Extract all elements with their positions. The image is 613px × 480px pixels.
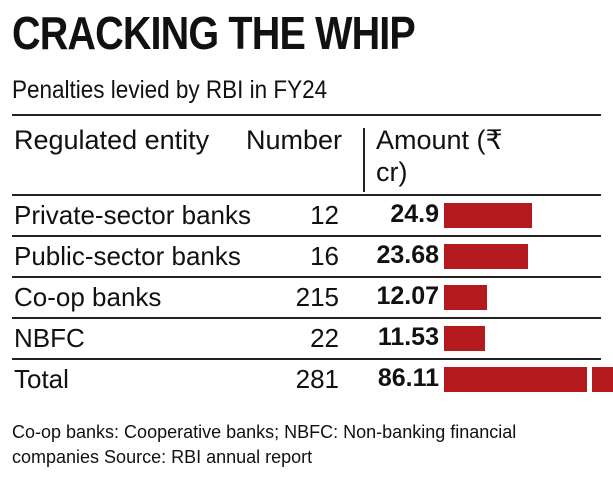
amount-bar xyxy=(444,203,533,228)
penalty-count: 281 xyxy=(295,364,339,394)
amount-label: 23.68 xyxy=(376,241,439,269)
amount-bar-overflow xyxy=(592,367,613,392)
amount-bar xyxy=(444,244,529,269)
penalty-count: 215 xyxy=(295,282,339,312)
entity-label: Public-sector banks xyxy=(14,241,241,271)
header-entity: Regulated entity xyxy=(14,125,210,155)
row-separator xyxy=(12,276,601,278)
row-separator xyxy=(12,317,601,319)
footnote: Co-op banks: Cooperative banks; NBFC: No… xyxy=(12,422,517,467)
amount-bar xyxy=(444,326,485,351)
amount-label: 11.53 xyxy=(377,323,439,351)
entity-label: Co-op banks xyxy=(14,282,162,312)
entity-label: NBFC xyxy=(14,323,85,353)
table-row: Co-op banks 215 12.07 xyxy=(12,276,601,316)
row-separator xyxy=(12,235,601,237)
row-separator xyxy=(12,194,601,196)
header-number: Number xyxy=(246,125,343,155)
amount-label: 24.9 xyxy=(390,200,439,228)
penalty-count: 16 xyxy=(310,241,339,271)
amount-bar xyxy=(444,285,487,310)
chart-title: CRACKING THE WHIP xyxy=(12,7,416,59)
row-separator xyxy=(12,358,601,360)
table-row: Public-sector banks 16 23.68 xyxy=(12,235,601,275)
entity-label: Total xyxy=(14,364,69,394)
chart-subtitle: Penalties levied by RBI in FY24 xyxy=(12,76,328,104)
header-rule xyxy=(12,114,601,116)
table-row: Total 281 86.11 xyxy=(12,358,613,398)
header-divider xyxy=(363,128,365,192)
table-row: NBFC 22 11.53 xyxy=(12,317,601,357)
penalty-count: 22 xyxy=(310,323,339,353)
amount-label: 86.11 xyxy=(377,364,439,392)
amount-label: 12.07 xyxy=(376,282,439,310)
table-row: Private-sector banks 12 24.9 xyxy=(12,194,601,234)
entity-label: Private-sector banks xyxy=(14,200,251,230)
amount-bar xyxy=(444,367,587,392)
penalty-count: 12 xyxy=(310,200,339,230)
header-amount: Amount (₹ cr) xyxy=(376,125,503,187)
